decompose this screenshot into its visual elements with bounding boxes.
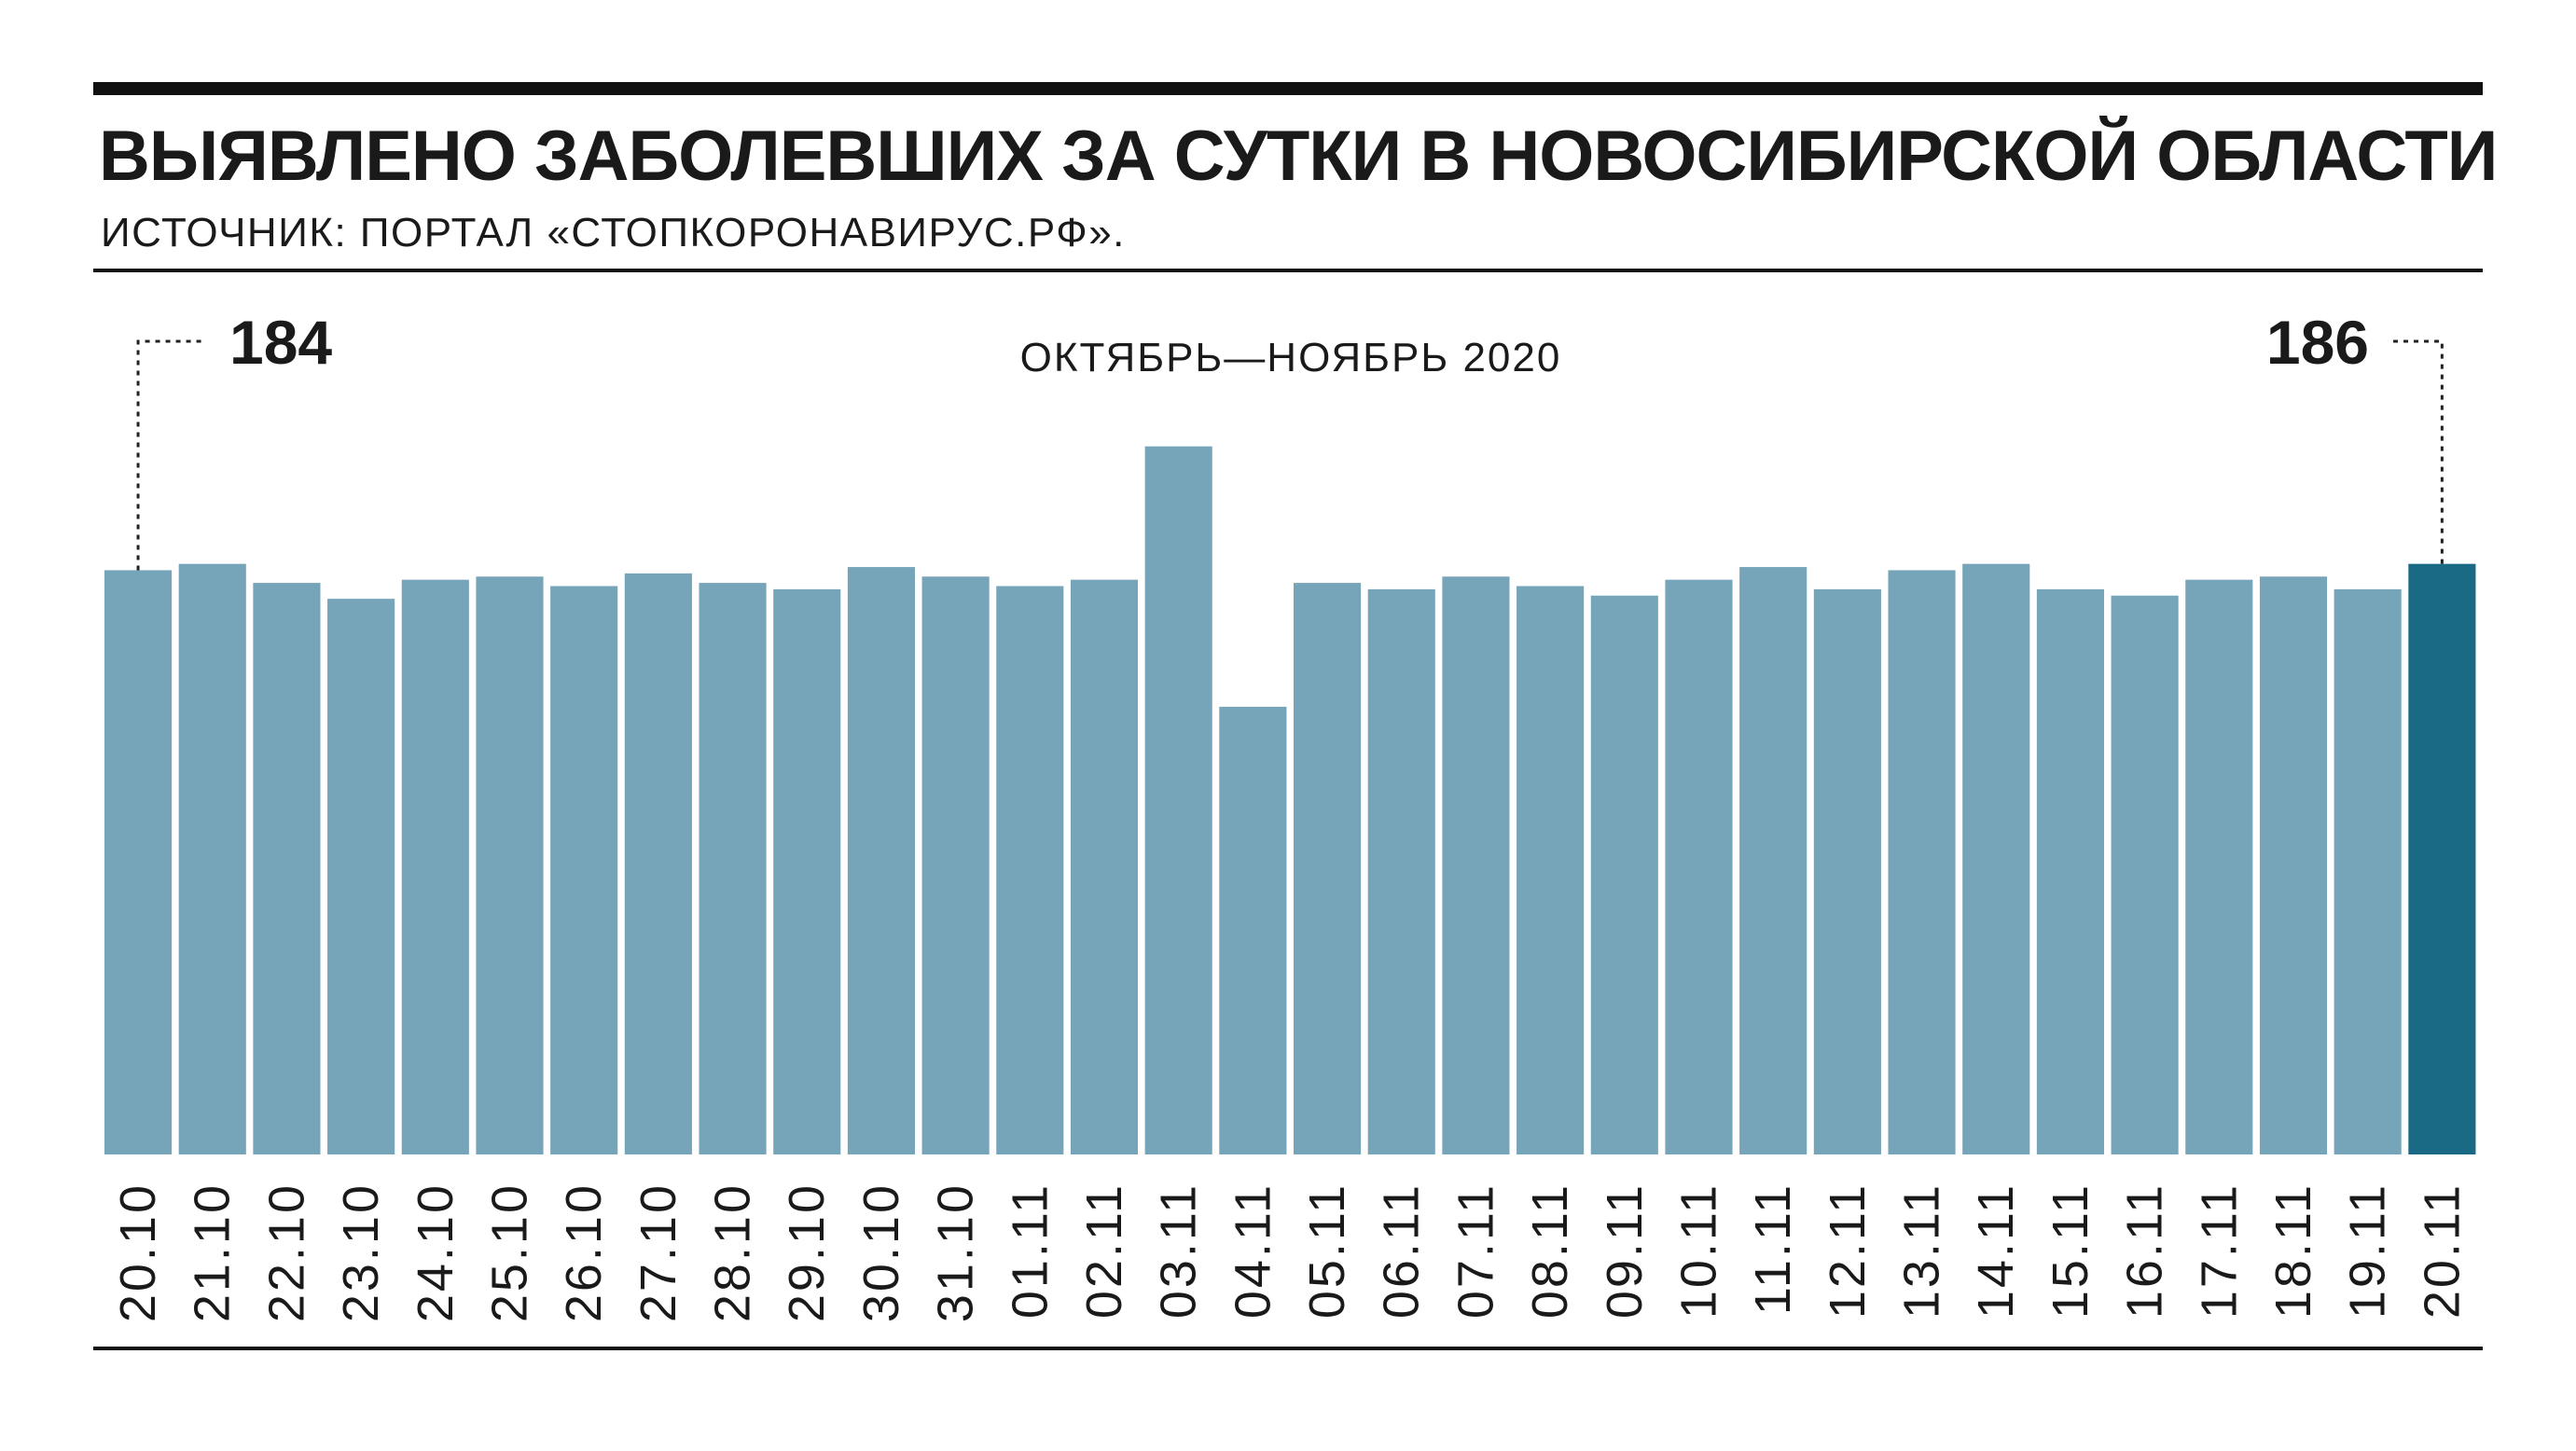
bar-03.11 [1144, 446, 1212, 1154]
tick-label-03.11: 03.11 [1151, 1182, 1207, 1319]
bar-10.11 [1665, 579, 1733, 1154]
annotation-label-20.11: 186 [2266, 308, 2369, 377]
tick-label-14.11: 14.11 [1968, 1182, 2024, 1319]
top-rule [93, 82, 2483, 95]
title-bold: НОВОСИБИРСКОЙ ОБЛАСТИ [1489, 117, 2498, 196]
annotation-label-20.10: 184 [229, 308, 332, 377]
bar-14.11 [1962, 563, 2030, 1154]
bar-09.11 [1590, 595, 1658, 1154]
title-regular: ВЫЯВЛЕНО ЗАБОЛЕВШИХ ЗА СУТКИ В [99, 117, 1489, 196]
tick-label-01.11: 01.11 [1002, 1182, 1058, 1319]
tick-label-09.11: 09.11 [1597, 1182, 1653, 1319]
tick-label-31.10: 31.10 [928, 1182, 984, 1322]
tick-label-29.10: 29.10 [779, 1182, 835, 1322]
tick-label-20.10: 20.10 [110, 1182, 166, 1322]
bar-01.11 [996, 586, 1064, 1154]
bar-28.10 [699, 583, 767, 1154]
bottom-rule [93, 1347, 2483, 1350]
bar-30.10 [847, 567, 915, 1154]
bar-29.10 [773, 588, 841, 1154]
bar-31.10 [921, 576, 990, 1154]
annotation-leader-20.11 [2388, 339, 2444, 564]
bar-26.10 [550, 586, 618, 1154]
tick-label-07.11: 07.11 [1447, 1182, 1503, 1319]
bar-13.11 [1888, 570, 1956, 1154]
tick-label-24.10: 24.10 [408, 1182, 464, 1322]
bar-22.10 [253, 583, 321, 1154]
bar-21.10 [178, 563, 246, 1154]
bar-07.11 [1442, 576, 1510, 1154]
bar-12.11 [1813, 588, 1881, 1154]
tick-label-11.11: 11.11 [1745, 1182, 1801, 1315]
bar-20.11 [2408, 563, 2476, 1154]
tick-label-19.11: 19.11 [2340, 1182, 2396, 1319]
tick-label-10.11: 10.11 [1670, 1182, 1726, 1319]
bar-20.10 [104, 570, 173, 1154]
bar-02.11 [1070, 579, 1139, 1154]
bar-06.11 [1367, 588, 1435, 1154]
bar-25.10 [476, 576, 544, 1154]
tick-label-15.11: 15.11 [2043, 1182, 2098, 1319]
bar-11.11 [1739, 567, 1807, 1154]
bar-23.10 [327, 599, 395, 1154]
bar-04.11 [1219, 706, 1287, 1154]
tick-label-22.10: 22.10 [258, 1182, 314, 1322]
tick-label-06.11: 06.11 [1374, 1182, 1430, 1319]
tick-label-12.11: 12.11 [1820, 1182, 1876, 1319]
tick-label-16.11: 16.11 [2117, 1182, 2173, 1319]
bar-17.11 [2185, 579, 2253, 1154]
bar-27.10 [624, 573, 692, 1154]
tick-label-13.11: 13.11 [1894, 1182, 1950, 1319]
tick-label-30.10: 30.10 [853, 1182, 909, 1322]
bar-19.11 [2334, 588, 2402, 1154]
tick-label-26.10: 26.10 [556, 1182, 612, 1322]
bar-15.11 [2036, 588, 2104, 1154]
tick-label-08.11: 08.11 [1522, 1182, 1578, 1319]
chart-title: ВЫЯВЛЕНО ЗАБОЛЕВШИХ ЗА СУТКИ В НОВОСИБИР… [99, 110, 2498, 203]
bar-08.11 [1517, 586, 1585, 1154]
tick-label-04.11: 04.11 [1225, 1182, 1281, 1319]
tick-label-20.11: 20.11 [2414, 1182, 2470, 1319]
bar-18.11 [2259, 576, 2328, 1154]
tick-label-25.10: 25.10 [481, 1182, 537, 1322]
tick-label-18.11: 18.11 [2265, 1182, 2321, 1319]
tick-label-17.11: 17.11 [2191, 1182, 2247, 1319]
tick-label-05.11: 05.11 [1299, 1182, 1355, 1319]
bar-16.11 [2111, 595, 2179, 1154]
tick-label-02.11: 02.11 [1076, 1182, 1132, 1319]
header-rule [93, 269, 2483, 272]
chart-subtitle: ОКТЯБРЬ—НОЯБРЬ 2020 [1020, 335, 1562, 380]
source-note: ИСТОЧНИК: ПОРТАЛ «СТОПКОРОНАВИРУС.РФ». [101, 210, 1126, 256]
tick-label-21.10: 21.10 [185, 1182, 241, 1322]
bar-05.11 [1294, 583, 1362, 1154]
tick-label-28.10: 28.10 [705, 1182, 761, 1322]
bar-24.10 [401, 579, 469, 1154]
annotation-leader-20.10 [136, 339, 203, 571]
tick-label-23.10: 23.10 [333, 1182, 389, 1322]
tick-label-27.10: 27.10 [630, 1182, 686, 1322]
